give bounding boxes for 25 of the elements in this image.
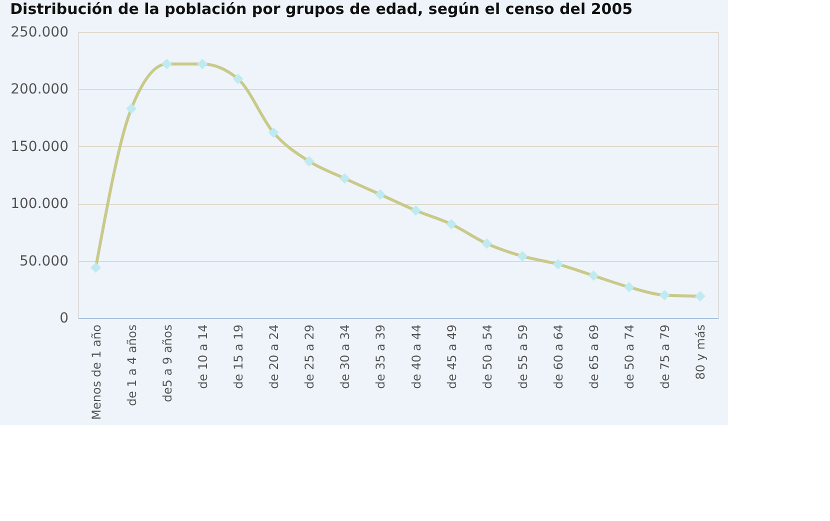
x-tick-label: de 40 a 44 bbox=[409, 324, 424, 389]
x-tick-label: de5 a 9 años bbox=[160, 324, 174, 402]
y-tick-label: 0 bbox=[60, 310, 68, 326]
x-tick-label: de 50 a 74 bbox=[622, 324, 637, 389]
x-tick-label: de 25 a 29 bbox=[302, 324, 317, 389]
y-tick-label: 200.000 bbox=[10, 82, 68, 98]
x-tick-label: de 15 a 19 bbox=[232, 324, 246, 389]
x-tick-label: de 60 a 64 bbox=[552, 324, 566, 389]
x-tick-label: de 10 a 14 bbox=[196, 324, 210, 389]
x-tick-label: de 45 a 49 bbox=[444, 324, 459, 389]
x-tick-label: Menos de 1 año bbox=[89, 324, 104, 420]
y-tick-label: 50.000 bbox=[20, 253, 68, 270]
x-tick-label: de 65 a 69 bbox=[587, 324, 602, 389]
x-tick-label: de 30 a 34 bbox=[338, 324, 352, 389]
y-tick-label: 150.000 bbox=[10, 138, 68, 155]
chart-title: Distribución de la población por grupos de edad, según el censo del 2005 bbox=[10, 0, 633, 18]
x-tick-label: de 20 a 24 bbox=[267, 324, 282, 389]
x-tick-label: de 75 a 79 bbox=[658, 324, 672, 389]
x-tick-label: de 50 a 54 bbox=[480, 324, 494, 389]
x-tick-label: de 1 a 4 años bbox=[124, 324, 139, 406]
x-tick-label: de 35 a 39 bbox=[374, 324, 388, 389]
x-tick-label: 80 y más bbox=[694, 324, 708, 380]
y-tick-label: 100.000 bbox=[10, 196, 68, 212]
y-tick-label: 250.000 bbox=[10, 24, 68, 40]
x-tick-label: de 55 a 59 bbox=[516, 324, 530, 389]
